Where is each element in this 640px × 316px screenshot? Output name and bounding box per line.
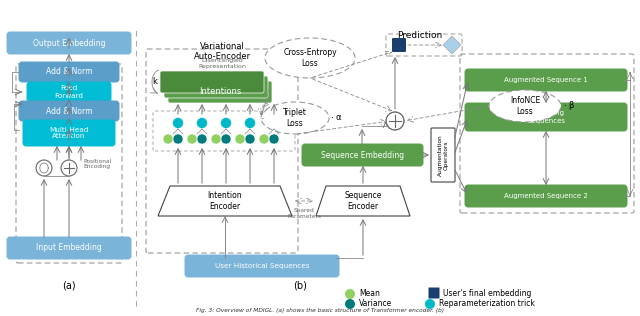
Text: Variance: Variance [359,300,392,308]
Text: Augmented Sequence 1: Augmented Sequence 1 [504,77,588,83]
Circle shape [221,134,231,144]
FancyBboxPatch shape [23,120,115,146]
Text: User Historical Sequences: User Historical Sequences [215,263,309,269]
Text: Prediction: Prediction [397,31,443,40]
Text: Add & Norm: Add & Norm [45,68,92,76]
FancyBboxPatch shape [431,128,455,182]
Circle shape [36,160,52,176]
Circle shape [187,134,197,144]
Circle shape [345,299,355,309]
Circle shape [269,134,279,144]
FancyBboxPatch shape [465,103,627,131]
FancyBboxPatch shape [19,62,119,82]
Polygon shape [158,186,292,216]
Text: Augmented Sequence 2: Augmented Sequence 2 [504,193,588,199]
Circle shape [235,134,245,144]
Text: Cross-Entropy
Loss: Cross-Entropy Loss [283,48,337,68]
Circle shape [386,112,404,130]
Ellipse shape [261,102,329,134]
Circle shape [61,160,77,176]
Circle shape [221,118,232,129]
FancyBboxPatch shape [465,69,627,91]
Text: Disentangled
Representation: Disentangled Representation [198,58,246,69]
Text: Sequence Embedding: Sequence Embedding [321,150,404,160]
Circle shape [269,118,280,129]
Text: Output Embedding: Output Embedding [33,39,105,47]
Circle shape [245,134,255,144]
FancyBboxPatch shape [27,82,111,102]
Text: Triplet
Loss: Triplet Loss [283,108,307,128]
Text: Reparameterization trick: Reparameterization trick [439,300,535,308]
FancyBboxPatch shape [160,71,264,93]
Text: Mean: Mean [359,289,380,299]
Ellipse shape [489,90,561,122]
Text: User's final embedding: User's final embedding [443,289,531,297]
Text: (a): (a) [62,281,76,291]
Ellipse shape [265,38,355,78]
Circle shape [173,134,183,144]
Text: k: k [152,76,157,86]
Polygon shape [443,36,461,54]
FancyBboxPatch shape [302,144,423,166]
Text: Add & Norm: Add & Norm [45,106,92,116]
Text: Sequence
Encoder: Sequence Encoder [344,191,381,211]
Text: $\cdot$ β: $\cdot$ β [563,100,575,112]
Text: (b): (b) [293,281,307,291]
Text: Variational
Auto-Encoder: Variational Auto-Encoder [193,42,251,61]
Text: InfoNCE
Loss: InfoNCE Loss [510,96,540,116]
Text: Positional
Encoding: Positional Encoding [83,159,111,169]
Text: $\cdot$ α: $\cdot$ α [330,113,342,123]
FancyBboxPatch shape [7,32,131,54]
FancyBboxPatch shape [19,101,119,121]
FancyBboxPatch shape [392,38,406,52]
Text: Remaining
Sequences: Remaining Sequences [527,111,565,124]
FancyBboxPatch shape [185,255,339,277]
Circle shape [197,134,207,144]
Circle shape [244,118,255,129]
Circle shape [259,134,269,144]
Text: Augmentation
Operators: Augmentation Operators [438,134,449,176]
Text: Multi-Head
Attention: Multi-Head Attention [49,126,89,139]
Polygon shape [316,186,410,216]
Text: Intention
Encoder: Intention Encoder [208,191,243,211]
Circle shape [345,289,355,299]
FancyBboxPatch shape [465,185,627,207]
FancyBboxPatch shape [164,76,268,98]
Circle shape [173,118,184,129]
Circle shape [425,299,435,309]
FancyBboxPatch shape [429,288,440,299]
Circle shape [211,134,221,144]
FancyBboxPatch shape [168,81,272,103]
Text: Feed
Forward: Feed Forward [54,86,83,99]
Text: Fig. 3: Overview of MDIGL. (a) shows the basic structure of Transformer encoder.: Fig. 3: Overview of MDIGL. (a) shows the… [196,308,444,313]
FancyBboxPatch shape [7,237,131,259]
Text: Input Embedding: Input Embedding [36,244,102,252]
Text: Shared
Parameters: Shared Parameters [287,208,321,219]
Circle shape [163,134,173,144]
Circle shape [196,118,207,129]
Text: Intentions: Intentions [199,88,241,96]
